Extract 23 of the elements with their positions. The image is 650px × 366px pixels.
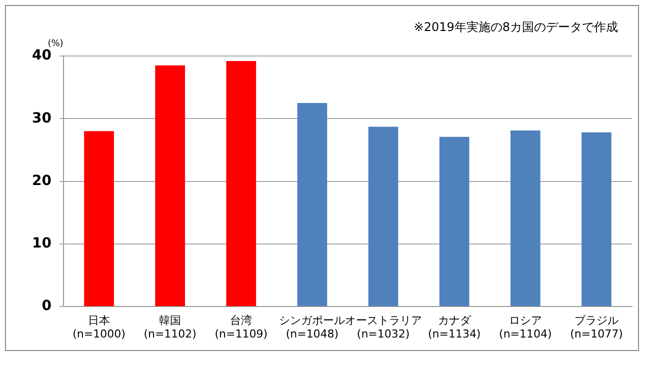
bar [155,65,186,306]
text: ※2019年実施の8カ国のデータで作成 [414,20,618,34]
x-tick-label: シンガポール (n=1048) [279,314,346,340]
y-tick-label: 30 [32,110,52,126]
y-tick-label: 0 [42,298,52,314]
x-tick-label: ブラジル (n=1077) [570,314,623,340]
x-tick-label: 台湾 (n=1109) [214,314,268,340]
x-tick-label: ロシア (n=1104) [499,314,552,340]
bar [226,61,256,306]
x-tick-label: 日本 (n=1000) [72,314,126,340]
y-tick-label: 20 [32,172,52,189]
bar [368,126,398,306]
y-tick-label: 10 [32,236,52,252]
bar [510,130,540,306]
bar [84,131,114,306]
bar [582,132,612,306]
y-tick-label: 40 [32,48,52,64]
x-tick-label: 韓国 (n=1102) [144,314,196,340]
x-tick-label: オーストラリア (n=1032) [344,314,422,340]
bar [297,102,328,306]
x-tick-label: カナダ (n=1134) [428,314,481,340]
bar [439,136,470,306]
y-axis-title: (%) [48,38,64,49]
